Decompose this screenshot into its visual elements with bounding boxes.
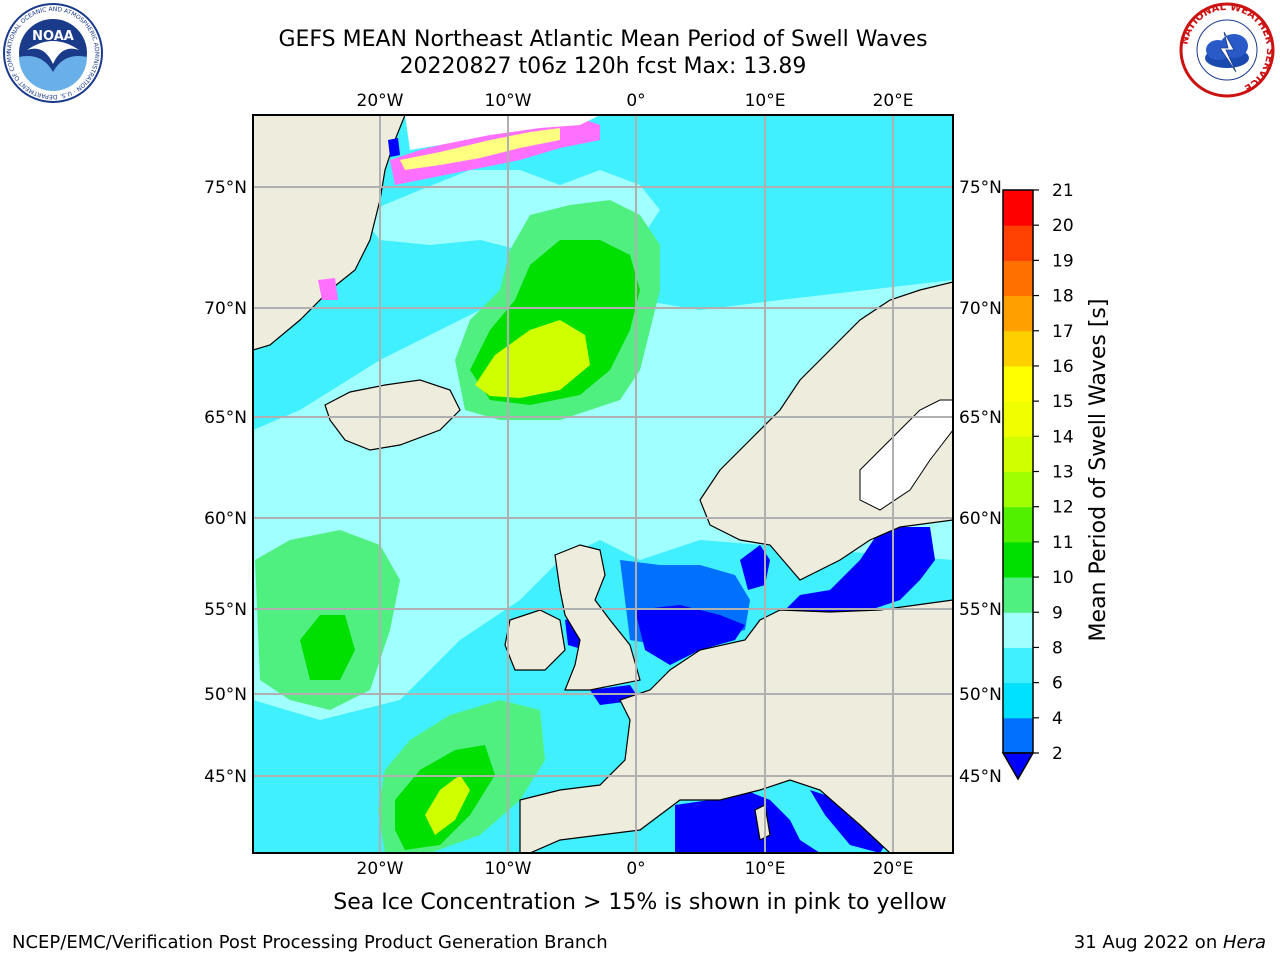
scandinavia-land (699, 281, 953, 581)
colorbar: 2 4 6 8 9 10 11 12 13 14 15 16 17 18 19 20 21 (1001, 181, 1074, 781)
lowest-period-baltic (780, 527, 935, 620)
lat-tick-left: 55°N (204, 600, 247, 620)
lat-tick-left: 70°N (204, 299, 247, 319)
lat-tick-right: 60°N (959, 509, 1002, 529)
swell-high-atlantic-west (300, 615, 355, 680)
lat-tick-left: 60°N (204, 509, 247, 529)
lowest-period-kattegat (740, 545, 770, 590)
lat-tick-right: 55°N (959, 600, 1002, 620)
lowest-period-mediterranean (675, 790, 820, 853)
colorbar-tick-label: 18 (1052, 287, 1074, 307)
lat-tick-right: 45°N (959, 767, 1002, 787)
lowest-period-southern-north-sea (635, 605, 745, 665)
sea-ice-caption: Sea Ice Concentration > 15% is shown in … (333, 890, 947, 915)
colorbar-segment (1003, 365, 1033, 402)
lat-ticks-right: 75°N 70°N 65°N 60°N 55°N 50°N 45°N (959, 178, 1002, 787)
graticule (253, 115, 953, 853)
lat-tick-right: 70°N (959, 299, 1002, 319)
colorbar-tick-label: 17 (1052, 322, 1074, 342)
colorbar-extend-min (1001, 752, 1035, 781)
lon-tick-top: 20°W (357, 91, 404, 111)
colorbar-segment (1003, 541, 1033, 578)
lon-tick-top: 10°W (485, 91, 532, 111)
colorbar-segment (1003, 647, 1033, 684)
colorbar-tick-label: 19 (1052, 251, 1074, 271)
colorbar-tick-label: 9 (1052, 603, 1063, 623)
colorbar-segment (1003, 682, 1033, 719)
colorbar-tick-label: 6 (1052, 674, 1063, 694)
lon-tick-bottom: 10°E (745, 859, 786, 879)
lon-tick-top: 20°E (873, 91, 914, 111)
lon-ticks-bottom: 20°W 10°W 0° 10°E 20°E (357, 859, 914, 879)
gulf-of-bothnia (859, 399, 953, 511)
colorbar-tick-label: 16 (1052, 357, 1074, 377)
colorbar-segment (1003, 612, 1033, 648)
noaa-logo: NATIONAL OCEANIC AND ATMOSPHERIC ADMINIS… (2, 2, 103, 103)
land-masses (253, 115, 953, 853)
lat-tick-left: 65°N (204, 408, 247, 428)
nws-logo: NATIONAL WEATHER SERVICE (1179, 2, 1275, 98)
colorbar-tick-label: 12 (1052, 498, 1074, 518)
footer-date: 31 Aug 2022 on Hera (1074, 932, 1266, 953)
colorbar-segment (1003, 577, 1033, 613)
lon-tick-bottom: 20°E (873, 859, 914, 879)
colorbar-tick-label: 11 (1052, 533, 1074, 553)
noaa-logo-text: NOAA (32, 29, 74, 44)
lat-tick-right: 65°N (959, 408, 1002, 428)
colorbar-segment (1003, 295, 1033, 332)
lat-tick-left: 75°N (204, 178, 247, 198)
colorbar-segment (1003, 260, 1033, 297)
map-title: GEFS MEAN Northeast Atlantic Mean Period… (278, 27, 928, 52)
lon-tick-top: 10°E (745, 91, 786, 111)
corsica-land (754, 804, 771, 841)
lat-tick-right: 75°N (959, 178, 1002, 198)
greenland-land (253, 115, 406, 351)
map-subtitle: 20220827 t06z 120h fcst Max: 13.89 (399, 54, 807, 79)
lat-tick-left: 45°N (204, 767, 247, 787)
colorbar-tick-label: 20 (1052, 216, 1074, 236)
map-area (253, 115, 953, 853)
colorbar-tick-label: 14 (1052, 427, 1074, 447)
footer-machine: Hera (1222, 932, 1266, 953)
footer-date-text: 31 Aug 2022 on (1073, 932, 1223, 953)
colorbar-label: Mean Period of Swell Waves [s] (1086, 299, 1111, 642)
lon-tick-bottom: 10°W (485, 859, 532, 879)
continental-europe-land (519, 599, 953, 853)
colorbar-tick-label: 13 (1052, 463, 1074, 483)
colorbar-segment (1003, 717, 1033, 754)
footer-credit: NCEP/EMC/Verification Post Processing Pr… (12, 932, 608, 953)
lat-ticks-left: 75°N 70°N 65°N 60°N 55°N 50°N 45°N (204, 178, 247, 787)
lat-tick-left: 50°N (204, 685, 247, 705)
swell-peak-biscay (425, 775, 470, 835)
colorbar-segment (1003, 401, 1033, 437)
lon-tick-bottom: 20°W (357, 859, 404, 879)
colorbar-tick-label: 8 (1052, 638, 1063, 658)
colorbar-tick-label: 21 (1052, 181, 1074, 201)
colorbar-segment (1003, 471, 1033, 508)
colorbar-segment (1003, 330, 1033, 367)
colorbar-tick-label: 4 (1052, 709, 1063, 729)
ireland-land (504, 609, 566, 671)
colorbar-tick-label: 10 (1052, 568, 1074, 588)
lon-ticks-top: 20°W 10°W 0° 10°E 20°E (357, 91, 914, 111)
map-frame (252, 114, 954, 854)
colorbar-segment (1003, 506, 1033, 543)
colorbar-segment (1003, 225, 1033, 261)
lat-tick-right: 50°N (959, 685, 1002, 705)
colorbar-tick-label: 15 (1052, 392, 1074, 412)
lon-tick-bottom: 0° (626, 859, 645, 879)
swell-peak-norwegian-sea (475, 320, 590, 398)
britain-land (554, 544, 641, 691)
sea-ice-edge (318, 115, 600, 300)
lon-tick-top: 0° (626, 91, 645, 111)
lowest-period-adriatic (810, 790, 885, 853)
colorbar-tick-label: 2 (1052, 744, 1063, 764)
colorbar-segment (1003, 190, 1033, 226)
colorbar-segment (1003, 436, 1033, 472)
